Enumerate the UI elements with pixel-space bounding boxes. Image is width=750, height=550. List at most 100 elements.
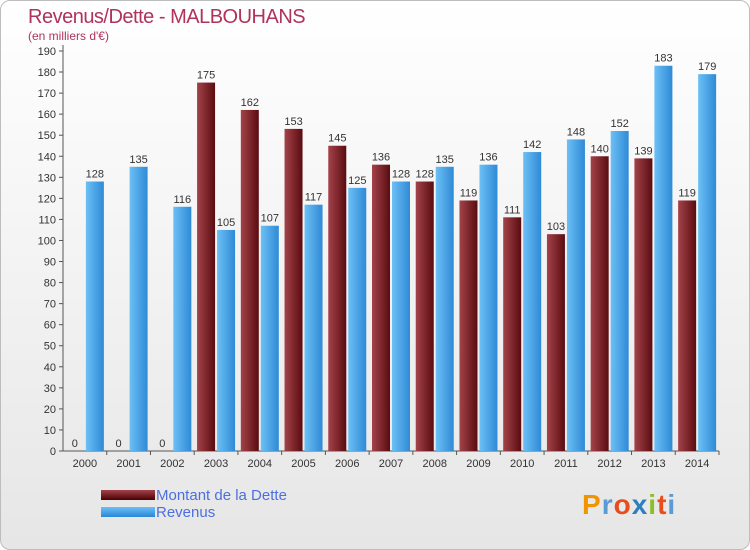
debt-bar xyxy=(328,145,347,451)
debt-value-label: 0 xyxy=(159,438,165,450)
y-tick-label: 170 xyxy=(38,88,56,100)
revenue-value-label: 152 xyxy=(610,118,628,130)
debt-bar xyxy=(546,234,565,451)
debt-bar xyxy=(415,181,434,452)
debt-bar xyxy=(284,128,303,451)
revenue-value-label: 125 xyxy=(348,175,366,187)
revenue-bar xyxy=(523,152,542,452)
revenue-value-label: 142 xyxy=(523,139,541,151)
revenue-bar xyxy=(435,166,454,451)
debt-bar xyxy=(459,200,478,451)
logo-letter: x xyxy=(631,489,649,520)
debt-bar xyxy=(372,164,390,451)
revenue-value-label: 148 xyxy=(567,126,585,138)
x-tick-label: 2007 xyxy=(379,458,403,470)
y-tick-label: 140 xyxy=(38,151,56,163)
y-tick-label: 10 xyxy=(44,425,56,437)
debt-value-label: 139 xyxy=(634,145,652,157)
debt-bar xyxy=(678,200,697,451)
y-tick-label: 80 xyxy=(44,278,56,290)
debt-value-label: 0 xyxy=(116,438,122,450)
y-tick-label: 20 xyxy=(44,404,56,416)
logo-letter: i xyxy=(667,489,677,520)
revenue-bar xyxy=(129,166,148,451)
revenue-value-label: 183 xyxy=(654,53,672,65)
logo-letter: P xyxy=(582,489,602,520)
x-tick-label: 2013 xyxy=(641,458,665,470)
y-tick-label: 30 xyxy=(44,383,56,395)
chart-title: Revenus/Dette - MALBOUHANS xyxy=(28,6,306,28)
revenue-bar xyxy=(698,74,717,451)
debt-value-label: 103 xyxy=(547,221,565,233)
x-tick-label: 2000 xyxy=(73,458,97,470)
x-tick-label: 2002 xyxy=(160,458,184,470)
proxiti-logo: Proxiti xyxy=(582,489,676,521)
y-tick-label: 160 xyxy=(38,109,56,121)
revenue-value-label: 116 xyxy=(174,194,192,206)
debt-value-label: 111 xyxy=(504,204,521,216)
revenue-bar xyxy=(217,229,236,451)
y-tick-label: 190 xyxy=(38,46,56,58)
revenue-bar xyxy=(654,65,673,451)
chart-subtitle: (en milliers d'€) xyxy=(28,29,109,43)
revenue-bar xyxy=(348,187,367,451)
debt-bar xyxy=(503,217,522,451)
revenue-bar xyxy=(392,181,410,452)
debt-value-label: 153 xyxy=(284,116,302,128)
y-tick-label: 180 xyxy=(38,67,56,79)
debt-bar xyxy=(634,158,653,452)
x-tick-label: 2008 xyxy=(422,458,446,470)
debt-value-label: 140 xyxy=(590,143,608,155)
x-tick-label: 2004 xyxy=(248,458,272,470)
y-tick-label: 0 xyxy=(50,446,56,458)
debt-value-label: 128 xyxy=(416,169,434,181)
legend-label-debt: Montant de la Dette xyxy=(156,487,287,504)
x-tick-label: 2001 xyxy=(116,458,140,470)
logo-letter: i xyxy=(648,489,658,520)
logo-letter: t xyxy=(657,489,668,520)
legend-label-revenue: Revenus xyxy=(156,504,216,521)
legend-swatch-revenue xyxy=(101,507,155,517)
x-tick-label: 2006 xyxy=(335,458,359,470)
revenue-value-label: 128 xyxy=(392,169,410,181)
revenue-bar xyxy=(85,181,104,452)
revenue-bar xyxy=(479,164,498,451)
debt-value-label: 136 xyxy=(372,152,390,164)
y-tick-label: 130 xyxy=(38,172,56,184)
y-tick-label: 150 xyxy=(38,130,56,142)
revenue-value-label: 135 xyxy=(129,154,147,166)
y-tick-label: 40 xyxy=(44,362,56,374)
debt-value-label: 0 xyxy=(72,438,78,450)
x-tick-label: 2011 xyxy=(554,458,578,470)
debt-value-label: 119 xyxy=(678,187,696,199)
y-tick-label: 90 xyxy=(44,257,56,269)
revenue-value-label: 117 xyxy=(305,192,323,204)
x-tick-label: 2005 xyxy=(291,458,315,470)
debt-bar xyxy=(240,109,259,452)
revenue-bar xyxy=(566,139,585,451)
x-tick-label: 2010 xyxy=(510,458,534,470)
revenue-value-label: 136 xyxy=(479,152,497,164)
revenue-bar xyxy=(610,131,629,451)
x-tick-label: 2009 xyxy=(466,458,490,470)
revenue-value-label: 179 xyxy=(698,61,716,73)
logo-letter: r xyxy=(601,489,614,520)
debt-value-label: 162 xyxy=(241,97,259,109)
legend-swatch-debt xyxy=(101,490,155,500)
x-tick-label: 2012 xyxy=(597,458,621,470)
x-tick-label: 2003 xyxy=(204,458,228,470)
y-tick-label: 100 xyxy=(38,235,56,247)
debt-value-label: 145 xyxy=(328,133,346,145)
revenue-bar xyxy=(260,225,279,451)
debt-value-label: 119 xyxy=(460,187,478,199)
logo-letter: o xyxy=(613,489,632,520)
revenue-value-label: 105 xyxy=(217,217,235,229)
debt-bar xyxy=(590,156,609,451)
revenue-value-label: 135 xyxy=(436,154,454,166)
y-tick-label: 70 xyxy=(44,299,56,311)
revenue-bar xyxy=(304,204,323,451)
y-tick-label: 60 xyxy=(44,320,56,332)
y-tick-label: 50 xyxy=(44,341,56,353)
